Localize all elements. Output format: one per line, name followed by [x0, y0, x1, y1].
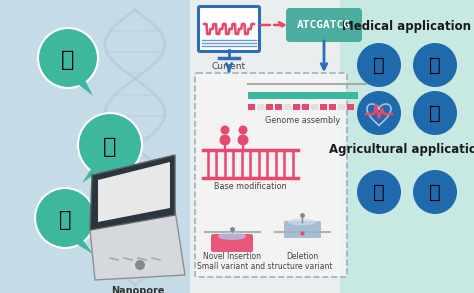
Circle shape [413, 43, 457, 87]
Circle shape [135, 260, 145, 270]
Bar [311, 104, 318, 110]
FancyBboxPatch shape [286, 8, 362, 42]
Bar [275, 104, 282, 110]
Polygon shape [70, 236, 93, 254]
Polygon shape [82, 163, 105, 183]
Bar [347, 104, 354, 110]
Polygon shape [90, 210, 185, 280]
Circle shape [35, 188, 95, 248]
Text: 🌱: 🌱 [61, 50, 75, 70]
Text: 🧬: 🧬 [429, 55, 441, 74]
Circle shape [413, 91, 457, 135]
Bar [293, 104, 300, 110]
Polygon shape [90, 155, 175, 230]
FancyBboxPatch shape [199, 6, 259, 52]
Bar [0, 0, 190, 293]
Circle shape [357, 91, 401, 135]
FancyBboxPatch shape [195, 73, 347, 277]
Bar [257, 104, 264, 110]
Bar [284, 104, 291, 110]
Text: ATCGATCG: ATCGATCG [297, 20, 351, 30]
Circle shape [357, 43, 401, 87]
Text: Current: Current [212, 62, 246, 71]
Bar [302, 104, 309, 110]
Circle shape [219, 134, 230, 146]
Bar [320, 104, 327, 110]
Bar [190, 0, 350, 293]
Bar [340, 0, 474, 293]
Circle shape [78, 113, 142, 177]
Text: 🩺: 🩺 [429, 103, 441, 122]
Circle shape [238, 125, 247, 134]
Text: Genome assembly: Genome assembly [265, 116, 340, 125]
Ellipse shape [288, 219, 316, 226]
Polygon shape [98, 162, 170, 222]
Bar [266, 104, 273, 110]
Circle shape [237, 134, 248, 146]
Bar [248, 92, 358, 99]
Text: Novel Insertion: Novel Insertion [203, 252, 261, 261]
Circle shape [38, 28, 98, 88]
Text: Agricultural application: Agricultural application [329, 143, 474, 156]
Bar [338, 104, 345, 110]
Text: 🌾: 🌾 [429, 183, 441, 202]
FancyBboxPatch shape [284, 221, 321, 238]
Circle shape [413, 170, 457, 214]
Text: 👤: 👤 [59, 210, 71, 230]
Text: Medical application: Medical application [343, 20, 472, 33]
Text: Base modification: Base modification [214, 182, 287, 191]
Text: Deletion: Deletion [286, 252, 318, 261]
Bar [248, 104, 255, 110]
Text: Small variant and structure variant: Small variant and structure variant [197, 262, 333, 271]
Text: 🐒: 🐒 [103, 137, 117, 157]
Text: 💉: 💉 [373, 55, 385, 74]
Text: 🌿: 🌿 [373, 183, 385, 202]
Polygon shape [73, 76, 93, 96]
Ellipse shape [218, 232, 246, 240]
Circle shape [357, 170, 401, 214]
Text: Nanopore: Nanopore [111, 286, 165, 293]
FancyBboxPatch shape [211, 234, 253, 252]
Circle shape [220, 125, 229, 134]
Bar [329, 104, 336, 110]
